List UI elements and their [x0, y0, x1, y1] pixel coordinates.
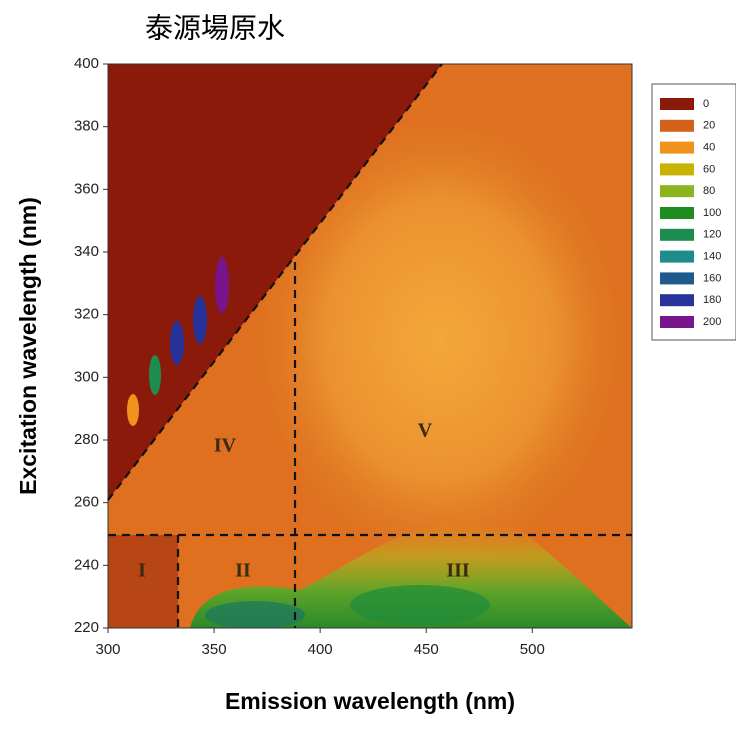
x-axis-label: Emission wavelength (nm): [225, 688, 515, 714]
legend-swatch: [660, 272, 694, 285]
legend-label: 40: [703, 142, 715, 154]
legend-swatch: [660, 294, 694, 307]
x-tick-label: 350: [202, 641, 227, 658]
x-tick-label: 400: [308, 641, 333, 658]
legend-label: 180: [703, 294, 721, 306]
legend-swatch: [660, 98, 694, 110]
y-tick-label: 300: [74, 368, 99, 385]
legend-label: 0: [703, 98, 709, 110]
legend-label: 80: [703, 185, 715, 197]
y-tick-label: 360: [74, 180, 99, 197]
legend-label: 120: [703, 229, 721, 241]
y-tick-label: 260: [74, 494, 99, 511]
x-tick-label: 300: [95, 641, 120, 658]
legend-label: 200: [703, 316, 721, 328]
legend-swatch: [660, 185, 694, 198]
legend-swatch: [660, 316, 694, 328]
region-label: V: [418, 420, 433, 442]
legend-label: 60: [703, 163, 715, 175]
y-tick-label: 280: [74, 431, 99, 448]
y-tick-label: 380: [74, 118, 99, 135]
region-label: I: [138, 560, 146, 582]
x-tick-label: 450: [414, 641, 439, 658]
region-label: IV: [214, 435, 237, 457]
legend-swatch: [660, 163, 694, 176]
y-tick-label: 320: [74, 306, 99, 323]
legend-label: 20: [703, 120, 715, 132]
legend-swatch: [660, 207, 694, 219]
legend-swatch: [660, 141, 694, 154]
y-tick-label: 240: [74, 556, 99, 573]
legend-swatch: [660, 119, 694, 132]
legend-swatch: [660, 250, 694, 263]
y-tick-label: 400: [74, 55, 99, 72]
legend-swatch: [660, 228, 694, 241]
plot-frame: [107, 63, 633, 629]
legend-label: 160: [703, 272, 721, 284]
y-axis-label: Excitation wavelength (nm): [15, 197, 41, 495]
contour-field: [108, 64, 632, 628]
boundary: [107, 63, 443, 501]
x-tick-label: 500: [520, 641, 545, 658]
y-tick-label: 220: [74, 619, 99, 636]
region-label: II: [235, 560, 251, 582]
legend-label: 100: [703, 207, 721, 219]
y-tick-label: 340: [74, 243, 99, 260]
legend-label: 140: [703, 251, 721, 263]
region-label: III: [446, 560, 470, 582]
chart-title: 泰源場原水: [145, 12, 285, 45]
